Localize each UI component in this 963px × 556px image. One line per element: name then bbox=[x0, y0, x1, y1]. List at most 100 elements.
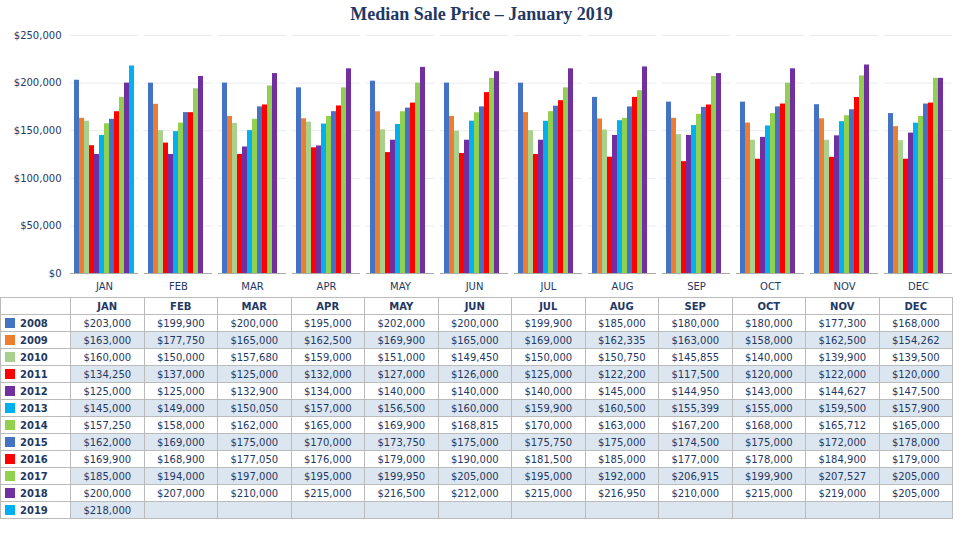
svg-text:MAY: MAY bbox=[390, 281, 412, 292]
html-text:$132,900: $132,900 bbox=[230, 385, 279, 397]
svg-text:FEB: FEB bbox=[169, 281, 188, 292]
svg-text:JUL: JUL bbox=[540, 281, 557, 292]
html-text:Median Sale Price – January 20: Median Sale Price – January 2019 bbox=[350, 4, 613, 24]
html-text:$137,000: $137,000 bbox=[156, 368, 205, 380]
html-text:$147,500: $147,500 bbox=[891, 385, 940, 397]
svg-text:OCT: OCT bbox=[760, 281, 782, 292]
html-text:$169,900: $169,900 bbox=[377, 334, 426, 346]
html-text:$157,680: $157,680 bbox=[230, 351, 279, 363]
svg-text:$50,000: $50,000 bbox=[20, 220, 61, 231]
html-text:$120,000: $120,000 bbox=[744, 368, 793, 380]
html-text:FEB: FEB bbox=[170, 300, 192, 312]
html-text:$132,000: $132,000 bbox=[303, 368, 352, 380]
html-text:$122,000: $122,000 bbox=[818, 368, 867, 380]
html-text:$125,000: $125,000 bbox=[230, 368, 279, 380]
html-text:$145,855: $145,855 bbox=[671, 351, 720, 363]
html-text:DEC: DEC bbox=[904, 300, 927, 312]
svg-text:JAN: JAN bbox=[95, 281, 113, 292]
html-text:2013: 2013 bbox=[20, 402, 48, 414]
html-text:$149,000: $149,000 bbox=[156, 402, 205, 414]
html-text:AUG: AUG bbox=[609, 300, 634, 312]
html-text:$140,000: $140,000 bbox=[524, 385, 573, 397]
html-text:MAY: MAY bbox=[389, 300, 414, 312]
html-text:$199,900: $199,900 bbox=[524, 317, 573, 329]
html-text:$117,500: $117,500 bbox=[671, 368, 720, 380]
svg-text:$200,000: $200,000 bbox=[14, 77, 62, 88]
html-text:MAR: MAR bbox=[241, 300, 267, 312]
html-text:$150,050: $150,050 bbox=[230, 402, 279, 414]
html-text:2011: 2011 bbox=[20, 368, 48, 380]
html-text:$140,000: $140,000 bbox=[450, 385, 499, 397]
html-text:$140,000: $140,000 bbox=[377, 385, 426, 397]
html-text:$162,335: $162,335 bbox=[597, 334, 646, 346]
html-text:$151,000: $151,000 bbox=[377, 351, 426, 363]
html-text:$177,300: $177,300 bbox=[818, 317, 867, 329]
html-text:$144,950: $144,950 bbox=[671, 385, 720, 397]
html-text:$150,000: $150,000 bbox=[156, 351, 205, 363]
html-text:$143,000: $143,000 bbox=[744, 385, 793, 397]
html-text:$125,000: $125,000 bbox=[83, 385, 132, 397]
html-text:2009: 2009 bbox=[20, 334, 48, 346]
svg-text:$250,000: $250,000 bbox=[14, 30, 62, 41]
svg-text:$150,000: $150,000 bbox=[14, 125, 62, 136]
html-text:$125,000: $125,000 bbox=[156, 385, 205, 397]
html-text:$202,000: $202,000 bbox=[377, 317, 426, 329]
html-text:SEP: SEP bbox=[684, 300, 706, 312]
svg-text:$100,000: $100,000 bbox=[14, 173, 62, 184]
html-text:$162,500: $162,500 bbox=[818, 334, 867, 346]
html-text:$168,000: $168,000 bbox=[891, 317, 940, 329]
html-text:$149,450: $149,450 bbox=[450, 351, 499, 363]
html-text:$200,000: $200,000 bbox=[230, 317, 279, 329]
html-text:$144,627: $144,627 bbox=[818, 385, 867, 397]
html-text:$150,750: $150,750 bbox=[597, 351, 646, 363]
html-text:NOV: NOV bbox=[830, 300, 855, 312]
html-text:JUL: JUL bbox=[539, 300, 558, 312]
html-text:2010: 2010 bbox=[20, 351, 48, 363]
html-text:2012: 2012 bbox=[20, 385, 48, 397]
html-text:$163,000: $163,000 bbox=[83, 334, 132, 346]
svg-text:$0: $0 bbox=[49, 268, 62, 279]
html-text:$195,000: $195,000 bbox=[303, 317, 352, 329]
html-text:$199,900: $199,900 bbox=[156, 317, 205, 329]
svg-text:APR: APR bbox=[317, 281, 337, 292]
html-text:$125,000: $125,000 bbox=[524, 368, 573, 380]
html-text:$165,000: $165,000 bbox=[230, 334, 279, 346]
html-text:$126,000: $126,000 bbox=[450, 368, 499, 380]
html-text:$122,200: $122,200 bbox=[597, 368, 646, 380]
html-text:$185,000: $185,000 bbox=[597, 317, 646, 329]
html-text:$134,000: $134,000 bbox=[303, 385, 352, 397]
svg-text:MAR: MAR bbox=[241, 281, 263, 292]
html-text:$203,000: $203,000 bbox=[83, 317, 132, 329]
html-text:$200,000: $200,000 bbox=[450, 317, 499, 329]
html-text:$120,000: $120,000 bbox=[891, 368, 940, 380]
svg-text:JUN: JUN bbox=[465, 281, 484, 292]
svg-text:DEC: DEC bbox=[908, 281, 929, 292]
svg-text:NOV: NOV bbox=[833, 281, 855, 292]
html-text:$150,000: $150,000 bbox=[524, 351, 573, 363]
html-text:$169,000: $169,000 bbox=[524, 334, 573, 346]
html-text:2008: 2008 bbox=[20, 317, 48, 329]
html-text:$139,900: $139,900 bbox=[818, 351, 867, 363]
html-text:$180,000: $180,000 bbox=[671, 317, 720, 329]
html-text:JAN: JAN bbox=[97, 300, 118, 312]
html-text:$160,000: $160,000 bbox=[83, 351, 132, 363]
html-text:$145,000: $145,000 bbox=[83, 402, 132, 414]
html-text:OCT: OCT bbox=[757, 300, 781, 312]
html-text:$127,000: $127,000 bbox=[377, 368, 426, 380]
html-text:$165,000: $165,000 bbox=[450, 334, 499, 346]
html-text:APR: APR bbox=[316, 300, 340, 312]
html-text:$177,750: $177,750 bbox=[156, 334, 205, 346]
html-text:$134,250: $134,250 bbox=[83, 368, 132, 380]
html-text:$145,000: $145,000 bbox=[597, 385, 646, 397]
html-text:$139,500: $139,500 bbox=[891, 351, 940, 363]
html-text:$162,500: $162,500 bbox=[303, 334, 352, 346]
svg-text:AUG: AUG bbox=[612, 281, 634, 292]
html-text:$159,000: $159,000 bbox=[303, 351, 352, 363]
html-text:$158,000: $158,000 bbox=[744, 334, 793, 346]
html-text:$154,262: $154,262 bbox=[891, 334, 940, 346]
svg-text:SEP: SEP bbox=[687, 281, 706, 292]
html-text:$180,000: $180,000 bbox=[744, 317, 793, 329]
html-text:JUN: JUN bbox=[464, 300, 485, 312]
html-text:$163,000: $163,000 bbox=[671, 334, 720, 346]
html-text:$140,000: $140,000 bbox=[744, 351, 793, 363]
